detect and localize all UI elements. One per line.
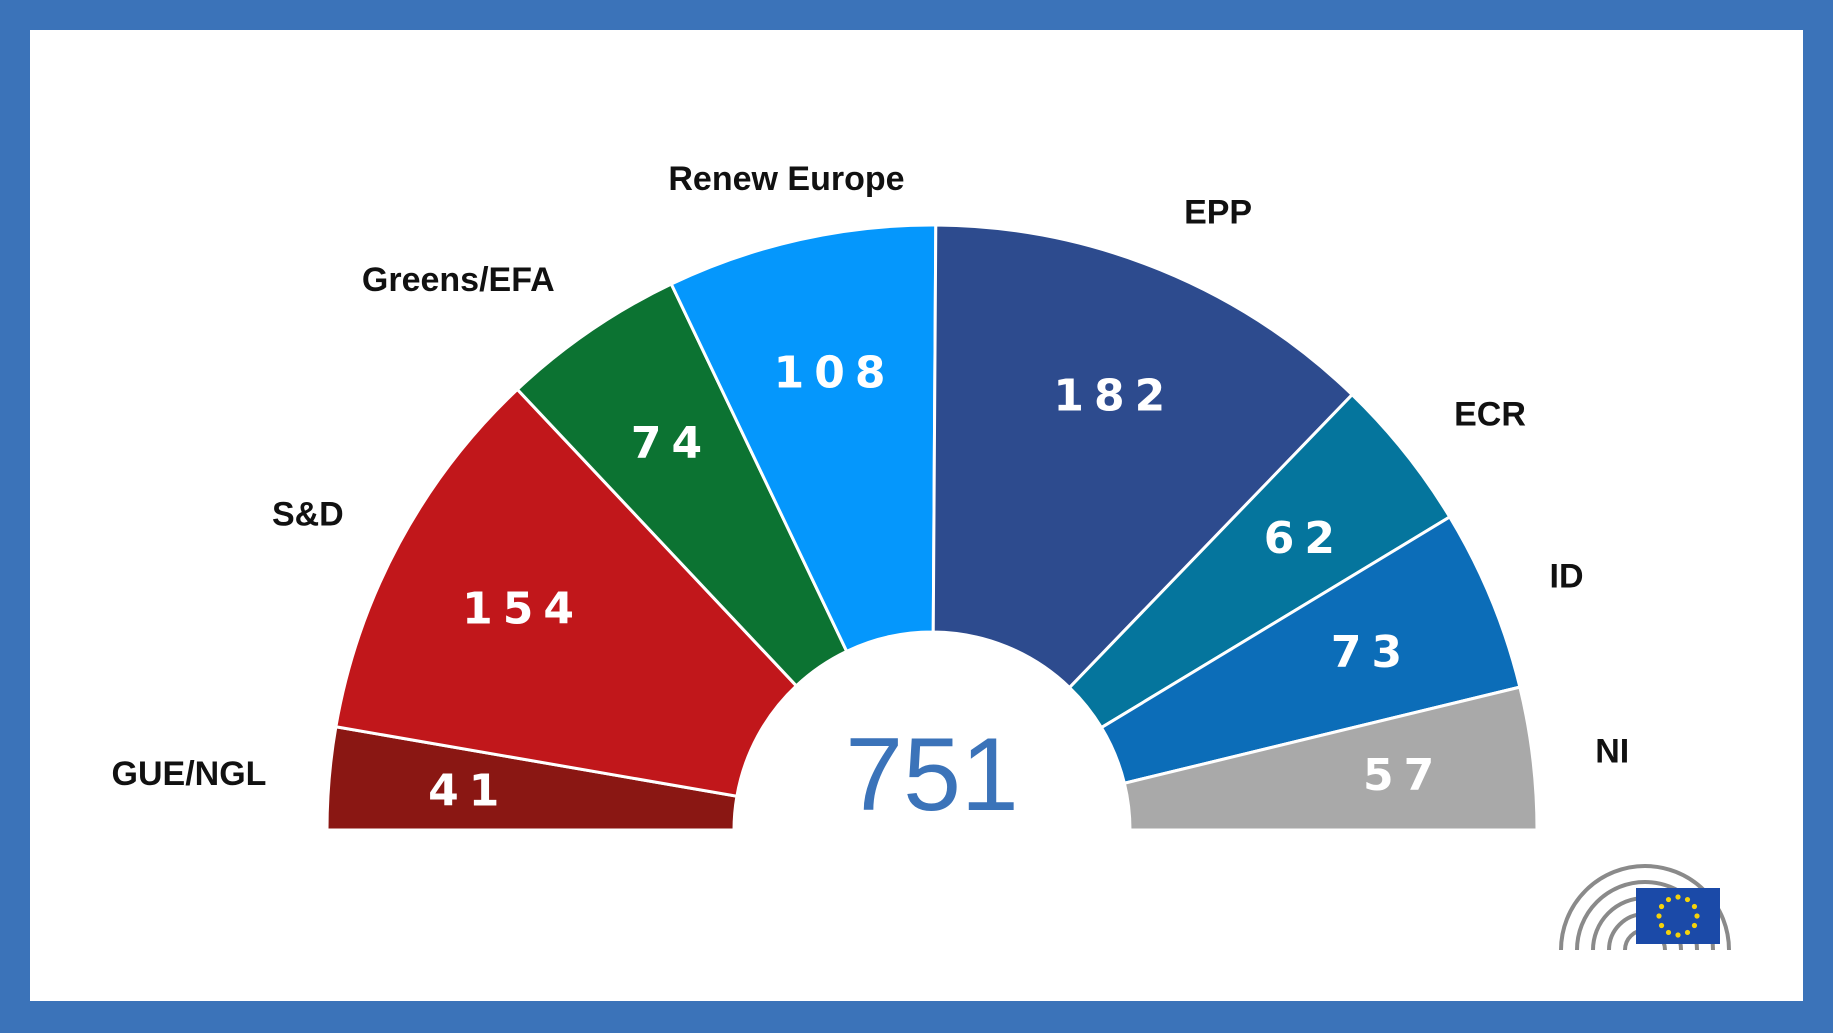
value-label-id: 73 <box>1331 627 1412 678</box>
party-label-s-d: S&D <box>272 495 344 533</box>
seat-value-labels: 41 154 74 108 182 62 73 57 <box>428 347 1444 817</box>
party-label-greens-efa: Greens/EFA <box>362 261 555 299</box>
seat-segments <box>325 223 1539 832</box>
party-label-ecr: ECR <box>1454 395 1526 433</box>
party-label-renew-europe: Renew Europe <box>668 160 904 198</box>
party-label-ni: NI <box>1595 733 1629 771</box>
eu-star-icon <box>1694 913 1700 919</box>
eu-star-icon <box>1665 896 1672 903</box>
eu-stars-icon <box>1656 894 1700 938</box>
value-label-gue-ngl: 41 <box>428 766 509 817</box>
eu-star-icon <box>1684 896 1691 903</box>
eu-star-icon <box>1665 929 1672 936</box>
segment-epp <box>931 223 1355 690</box>
value-label-ni: 57 <box>1363 750 1444 801</box>
total-seats-label: 751 <box>845 717 1019 833</box>
parliament-seat-chart: GUE/NGL S&D Greens/EFA Renew Europe EPP ECR ID… <box>112 160 1731 951</box>
party-label-epp: EPP <box>1184 193 1252 231</box>
value-label-epp: 182 <box>1053 371 1175 422</box>
eu-star-icon <box>1658 903 1665 910</box>
value-label-ecr: 62 <box>1264 513 1345 564</box>
eu-star-icon <box>1691 922 1698 929</box>
eu-star-icon <box>1691 903 1698 910</box>
value-label-renew-europe: 108 <box>774 347 896 398</box>
european-parliament-logo <box>1559 864 1731 951</box>
eu-star-icon <box>1684 929 1691 936</box>
value-label-s-d: 154 <box>462 583 584 634</box>
segment-s-d <box>334 387 799 798</box>
party-label-id: ID <box>1550 557 1584 595</box>
party-labels: GUE/NGL S&D Greens/EFA Renew Europe EPP ECR ID… <box>112 160 1630 793</box>
eu-star-icon <box>1675 932 1681 938</box>
eu-star-icon <box>1656 913 1662 919</box>
segment-renew-europe <box>669 223 938 654</box>
eu-star-icon <box>1675 894 1681 900</box>
segment-ni <box>1122 685 1539 832</box>
party-label-gue-ngl: GUE/NGL <box>112 755 267 793</box>
eu-star-icon <box>1658 922 1665 929</box>
chart-frame: GUE/NGL S&D Greens/EFA Renew Europe EPP ECR ID… <box>30 30 1803 1001</box>
value-label-greens-efa: 74 <box>631 418 712 469</box>
